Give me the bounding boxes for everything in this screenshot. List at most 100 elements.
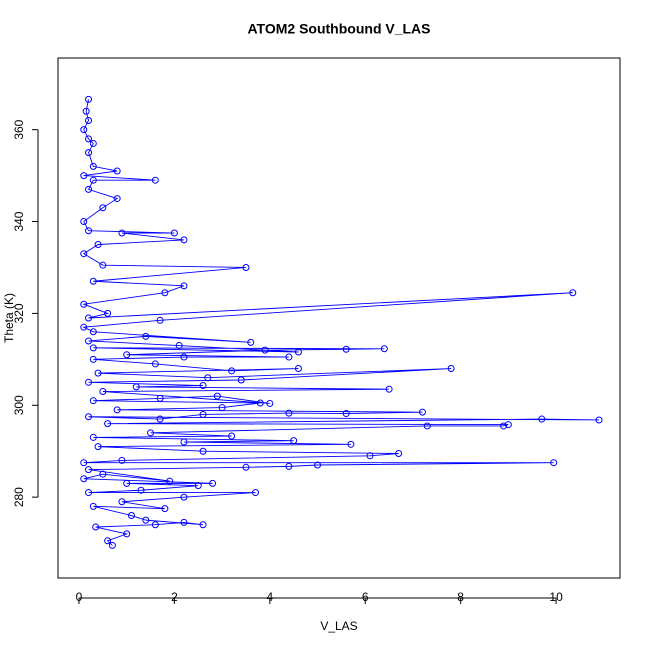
data-point xyxy=(294,348,302,356)
chart-title: ATOM2 Southbound V_LAS xyxy=(247,21,430,37)
data-point xyxy=(127,512,135,520)
data-point xyxy=(85,135,93,143)
data-point xyxy=(285,462,293,470)
data-point xyxy=(104,309,112,317)
data-point xyxy=(142,516,150,524)
data-point xyxy=(89,277,97,285)
data-point xyxy=(85,227,93,235)
data-point xyxy=(89,139,97,147)
data-point xyxy=(204,374,212,382)
data-point xyxy=(113,195,121,203)
data-point xyxy=(180,236,188,244)
data-point xyxy=(342,345,350,353)
data-point xyxy=(151,176,159,184)
data-point xyxy=(89,433,97,441)
data-point xyxy=(99,261,107,269)
data-point xyxy=(199,521,207,529)
data-point xyxy=(123,479,131,487)
data-point xyxy=(247,338,255,346)
data-point xyxy=(237,376,245,384)
data-point xyxy=(199,382,207,390)
data-point xyxy=(132,383,140,391)
data-point xyxy=(209,479,217,487)
data-point xyxy=(137,486,145,494)
data-point xyxy=(118,498,126,506)
data-point xyxy=(85,116,93,124)
data-point xyxy=(99,470,107,478)
x-tick-label: 8 xyxy=(457,590,464,604)
x-tick-label: 10 xyxy=(549,590,563,604)
data-point xyxy=(175,342,183,350)
data-point xyxy=(80,323,88,331)
data-point xyxy=(94,369,102,377)
data-point xyxy=(89,162,97,170)
data-point xyxy=(180,438,188,446)
y-tick-label: 360 xyxy=(12,119,26,139)
data-point xyxy=(285,353,293,361)
data-point xyxy=(500,422,508,430)
data-point xyxy=(80,459,88,467)
data-point xyxy=(569,289,577,297)
data-point xyxy=(538,415,546,423)
data-point xyxy=(180,493,188,501)
data-point xyxy=(92,523,100,531)
data-point xyxy=(113,167,121,175)
data-point xyxy=(89,397,97,405)
data-point xyxy=(99,387,107,395)
data-point xyxy=(252,489,260,497)
data-point xyxy=(161,289,169,297)
data-point xyxy=(156,415,164,423)
data-point xyxy=(256,399,264,407)
x-axis-label: V_LAS xyxy=(320,619,357,633)
data-point xyxy=(170,229,178,237)
y-tick-label: 320 xyxy=(12,303,26,323)
data-point xyxy=(347,440,355,448)
data-point xyxy=(342,410,350,418)
data-point xyxy=(366,452,374,460)
data-point xyxy=(180,282,188,290)
data-point xyxy=(85,95,93,103)
data-point xyxy=(118,456,126,464)
data-point xyxy=(147,429,155,437)
data-point xyxy=(85,314,93,322)
data-point xyxy=(385,385,393,393)
data-point xyxy=(80,172,88,180)
data-point xyxy=(314,461,322,469)
data-point xyxy=(228,432,236,440)
data-point xyxy=(94,241,102,249)
x-tick-label: 6 xyxy=(362,590,369,604)
y-tick-label: 340 xyxy=(12,211,26,231)
data-point xyxy=(85,489,93,497)
data-point xyxy=(285,409,293,417)
data-point xyxy=(595,416,603,424)
data-point xyxy=(550,459,558,467)
y-axis-label: Theta (K) xyxy=(2,293,16,343)
data-point xyxy=(80,126,88,134)
data-point xyxy=(395,450,403,458)
x-tick-label: 4 xyxy=(266,590,273,604)
data-line xyxy=(81,99,600,546)
data-point xyxy=(261,346,269,354)
data-point xyxy=(123,351,131,359)
data-point xyxy=(80,218,88,226)
data-point xyxy=(423,422,431,430)
data-point xyxy=(294,365,302,373)
data-point xyxy=(89,502,97,510)
data-point xyxy=(447,365,455,373)
data-point xyxy=(228,367,236,375)
data-point xyxy=(108,541,116,549)
x-tick-label: 2 xyxy=(171,590,178,604)
data-point xyxy=(180,353,188,361)
data-point xyxy=(85,337,93,345)
data-point xyxy=(113,406,121,414)
data-point xyxy=(380,345,388,353)
data-point xyxy=(80,300,88,308)
data-point xyxy=(161,505,169,513)
data-point xyxy=(242,463,250,471)
data-point xyxy=(80,250,88,258)
data-point xyxy=(266,399,274,407)
data-point xyxy=(504,421,512,429)
data-point xyxy=(166,477,174,485)
